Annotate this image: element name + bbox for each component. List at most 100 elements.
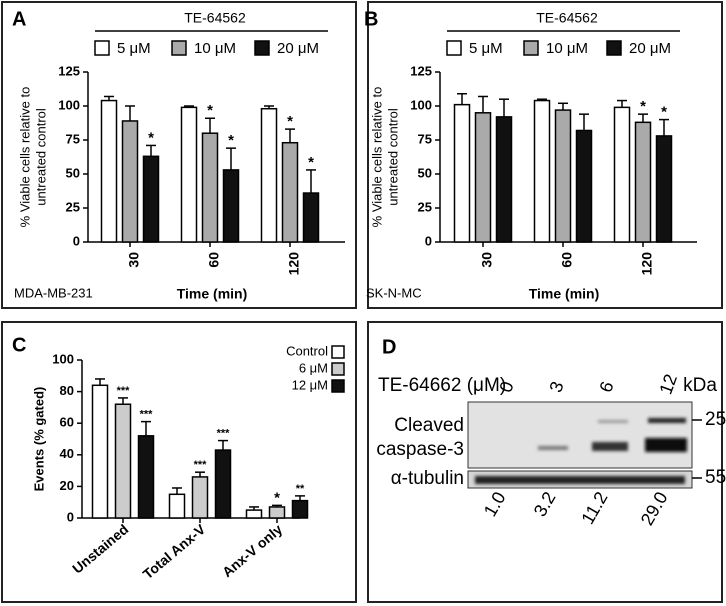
significance: * <box>148 129 154 146</box>
legend-swatch <box>523 40 539 56</box>
y-tick-label: 60 <box>60 415 74 430</box>
significance: *** <box>194 459 208 471</box>
bar <box>268 506 286 519</box>
cell-line: MDA-MB-231 <box>14 285 93 300</box>
legend-swatch <box>254 40 270 56</box>
y-tick-label: 80 <box>60 383 74 398</box>
bar <box>180 106 198 243</box>
bar <box>214 449 232 519</box>
y-axis-label: % Viable cells relative to <box>17 87 32 228</box>
y-tick-label: 75 <box>66 131 80 146</box>
quantification: 11.2 <box>577 488 611 527</box>
bar <box>575 129 593 243</box>
legend-swatch <box>94 40 110 56</box>
significance: * <box>207 102 213 119</box>
legend-swatch <box>331 362 345 376</box>
row-label: caspase-3 <box>376 439 464 460</box>
band <box>645 438 687 452</box>
quantification: 3.2 <box>530 488 560 520</box>
x-tick-label: 120 <box>639 252 655 276</box>
panel-letter: C <box>12 334 26 356</box>
lane-label: 3 <box>545 379 567 395</box>
quantification: 29.0 <box>637 488 672 528</box>
y-tick-label: 100 <box>52 351 74 366</box>
significance: * <box>308 154 314 171</box>
western-blot: D TE-64662 (μM) kDa 0 3 6 12 25 55 Cleav… <box>376 336 726 528</box>
y-tick-label: 20 <box>60 478 74 493</box>
x-tick-label: Unstained <box>69 521 131 577</box>
x-tick-label: 60 <box>559 252 575 268</box>
bar <box>554 109 572 243</box>
y-tick-label: 40 <box>60 446 74 461</box>
band <box>475 476 685 484</box>
legend-label: 20 μM <box>277 40 319 57</box>
legend-swatch <box>331 379 345 393</box>
bar <box>495 116 513 243</box>
x-axis-label: Time (min) <box>177 286 248 302</box>
legend-label: 10 μM <box>194 40 236 57</box>
significance: * <box>228 132 234 149</box>
x-axis-label: Time (min) <box>529 286 600 302</box>
panel-letter: A <box>12 8 26 30</box>
marker-label: 25 <box>705 409 726 430</box>
bar <box>655 135 673 243</box>
panel-c-frame <box>1 321 357 603</box>
y-axis-label: untreated control <box>385 108 400 206</box>
bar <box>191 476 209 519</box>
y-axis-label: % Viable cells relative to <box>369 87 384 228</box>
band <box>648 418 686 423</box>
significance: * <box>274 489 280 506</box>
bar <box>291 499 309 519</box>
bar <box>201 132 219 243</box>
bar <box>245 509 263 519</box>
y-axis-label: Events (% gated) <box>31 387 46 492</box>
y-tick-label: 25 <box>66 199 80 214</box>
y-axis-label: untreated control <box>33 108 48 206</box>
legend-swatch <box>606 40 622 56</box>
bands <box>475 418 687 484</box>
x-tick-label: 30 <box>126 252 142 268</box>
band <box>598 420 628 423</box>
x-tick-label: 30 <box>479 252 495 268</box>
bar <box>533 99 551 243</box>
y-tick-label: 25 <box>418 199 432 214</box>
bar <box>91 384 109 519</box>
bar <box>222 169 240 243</box>
lane-label: 6 <box>595 379 617 395</box>
legend-label: 20 μM <box>629 40 671 57</box>
y-tick-label: 0 <box>67 509 74 524</box>
y-tick-label: 0 <box>73 233 80 248</box>
legend-label: 10 μM <box>546 40 588 57</box>
bar <box>281 141 299 243</box>
x-tick-label: 120 <box>286 252 302 276</box>
bar <box>634 121 652 243</box>
panel-letter: D <box>382 336 396 358</box>
bar <box>114 403 132 519</box>
x-tick-label: Total Anx-V <box>140 520 209 582</box>
band <box>538 446 568 450</box>
significance: * <box>287 113 293 130</box>
row-label: α-tubulin <box>391 468 464 489</box>
band <box>592 442 628 451</box>
chart-title: TE-64562 <box>184 10 246 26</box>
y-tick-label: 100 <box>58 97 80 112</box>
x-tick-label: Anx-V only <box>219 521 285 580</box>
panel-letter: B <box>364 8 378 30</box>
y-tick-label: 125 <box>410 63 432 78</box>
cell-line: SK-N-MC <box>366 285 422 300</box>
bar <box>121 120 139 243</box>
legend-label: 5 μM <box>469 40 503 57</box>
chart-title: TE-64562 <box>536 10 598 26</box>
panel-d-frame <box>367 321 723 603</box>
bar <box>100 99 118 243</box>
bar <box>142 155 160 243</box>
y-tick-label: 75 <box>418 131 432 146</box>
legend-label: 12 μM <box>292 377 328 392</box>
bar <box>168 493 186 519</box>
legend-swatch <box>171 40 187 56</box>
significance: ** <box>296 483 305 495</box>
quantification: 1.0 <box>480 488 510 520</box>
bar <box>474 112 492 243</box>
y-tick-label: 0 <box>425 233 432 248</box>
